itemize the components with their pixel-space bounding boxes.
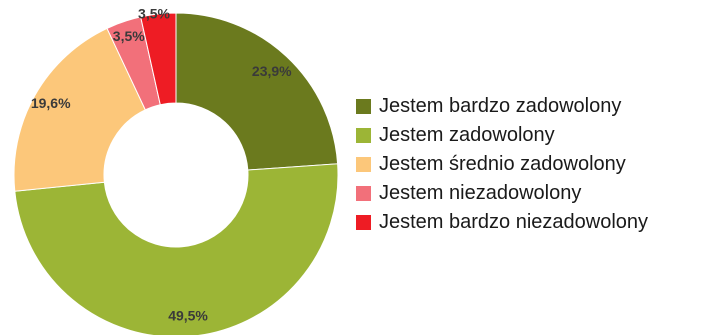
slice-data-label: 3,5% <box>113 28 145 44</box>
legend-swatch <box>356 215 371 230</box>
donut-slice-labels: 23,9% 49,5% 19,6% 3,5% 3,5% <box>31 6 292 324</box>
slice-data-label: 23,9% <box>252 63 292 79</box>
legend-label: Jestem średnio zadowolony <box>379 153 626 175</box>
legend-label: Jestem zadowolony <box>379 124 555 146</box>
legend-label: Jestem bardzo niezadowolony <box>379 211 649 233</box>
legend-item: Jestem zadowolony <box>356 121 648 150</box>
legend-item: Jestem średnio zadowolony <box>356 150 648 179</box>
legend-swatch <box>356 128 371 143</box>
legend-item: Jestem bardzo niezadowolony <box>356 208 648 237</box>
legend-item: Jestem bardzo zadowolony <box>356 92 648 121</box>
chart-legend: Jestem bardzo zadowolony Jestem zadowolon… <box>356 92 648 237</box>
legend-label: Jestem bardzo zadowolony <box>379 95 622 117</box>
slice-data-label: 19,6% <box>31 95 71 111</box>
donut-slice <box>13 27 147 192</box>
donut-slice <box>140 12 177 106</box>
legend-label: Jestem niezadowolony <box>379 182 582 204</box>
legend-swatch <box>356 157 371 172</box>
legend-item: Jestem niezadowolony <box>356 179 648 208</box>
slice-data-label: 49,5% <box>168 307 208 323</box>
donut-slice <box>175 12 339 171</box>
slice-data-label: 3,5% <box>138 6 170 22</box>
legend-swatch <box>356 186 371 201</box>
donut-slices <box>13 12 339 335</box>
donut-slice <box>14 163 339 335</box>
legend-swatch <box>356 99 371 114</box>
